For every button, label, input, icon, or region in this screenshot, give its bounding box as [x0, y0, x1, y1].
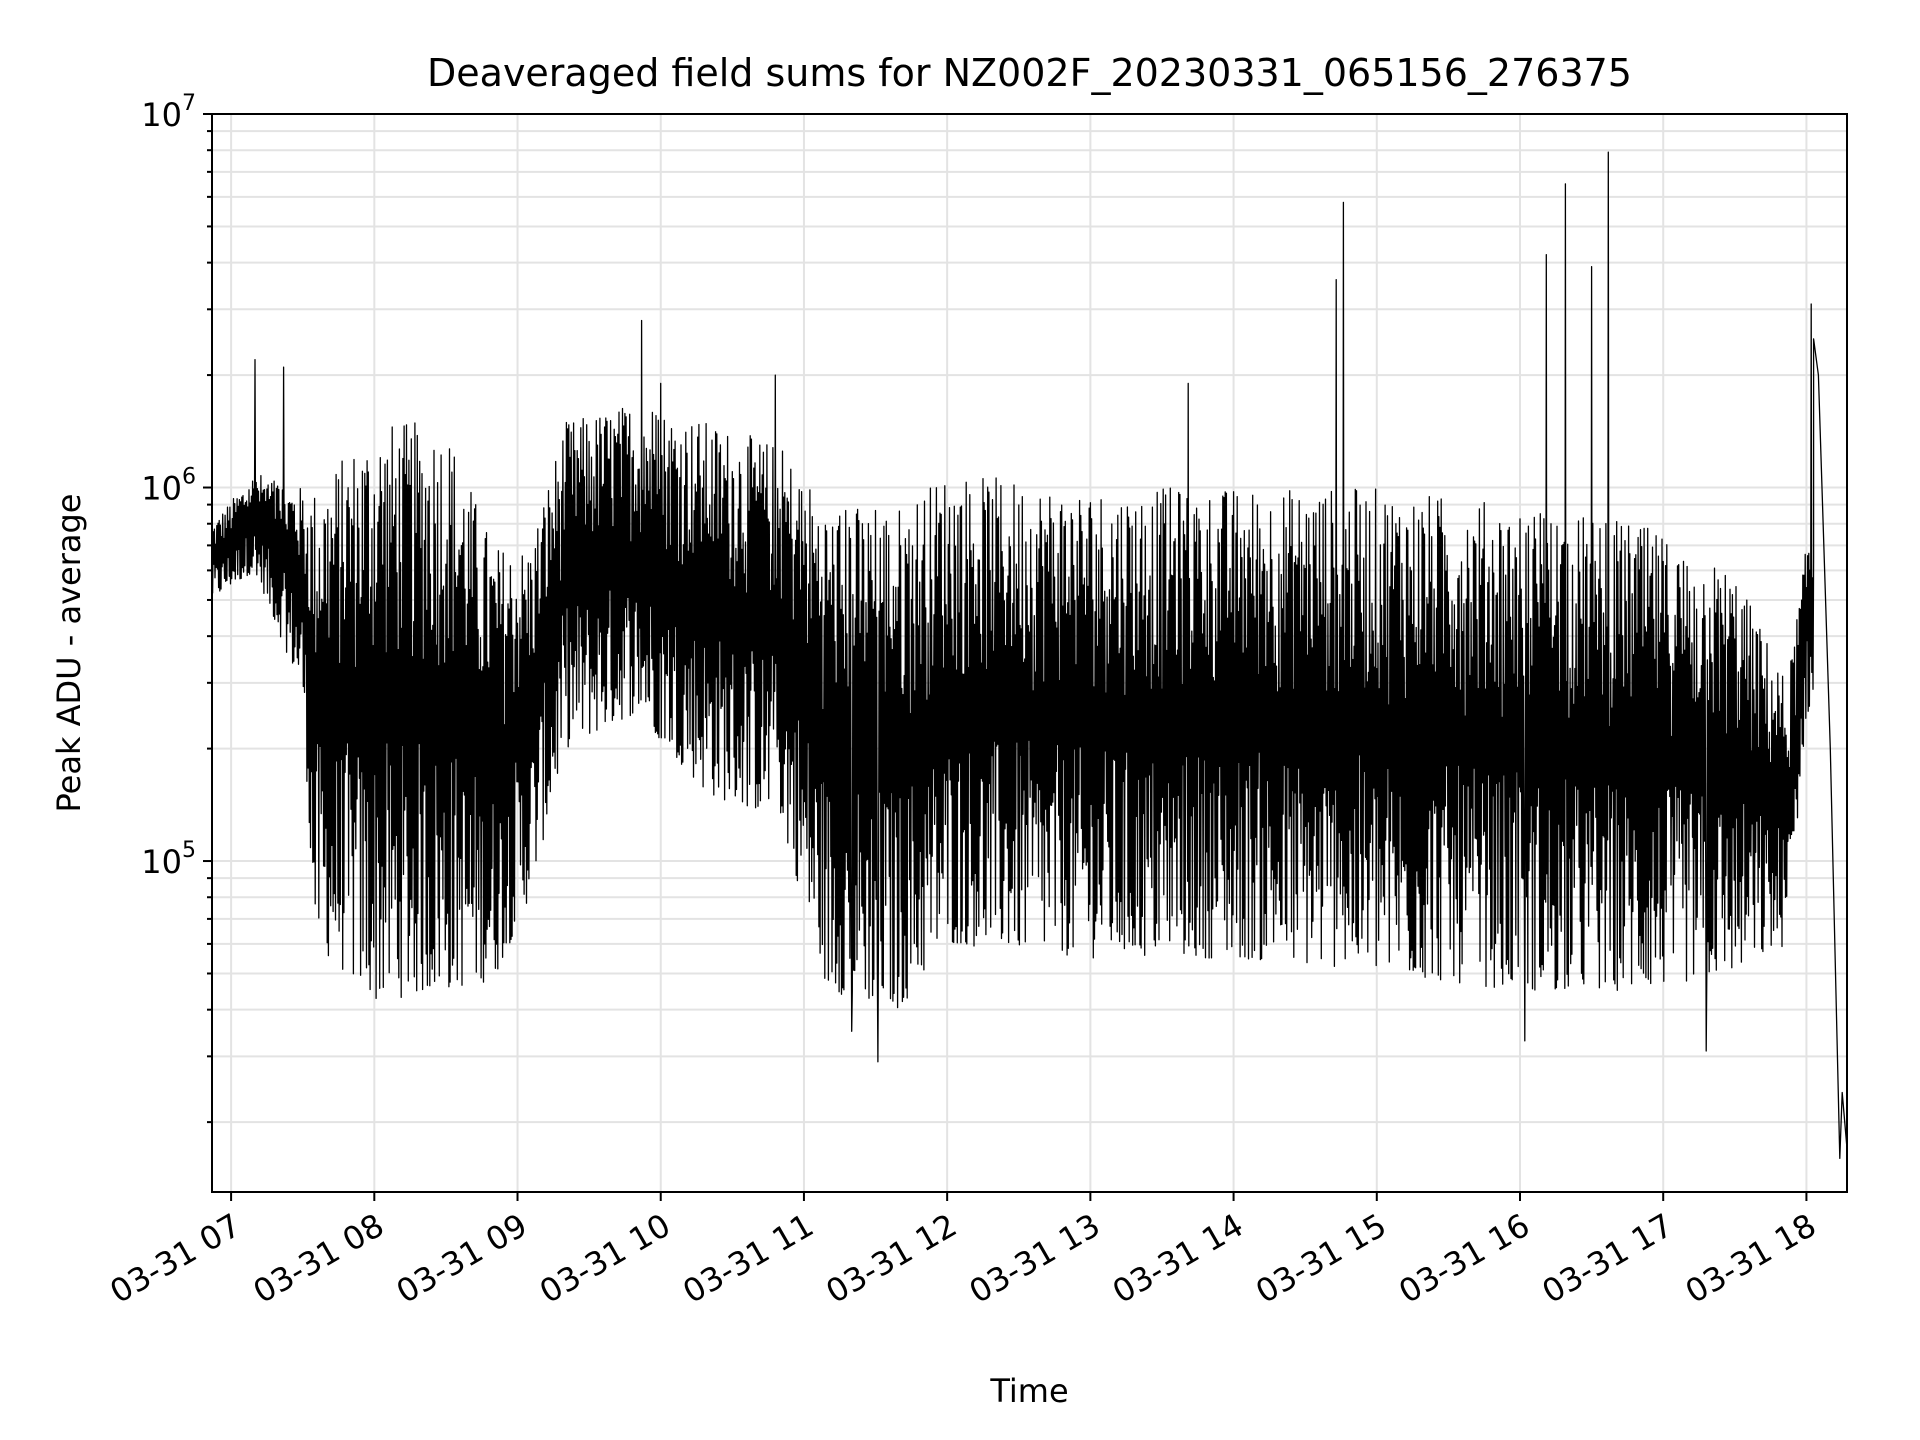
y-tick-exponent: 7 [182, 91, 196, 116]
x-tick-label: 03-31 14 [1106, 1206, 1250, 1311]
y-tick-exponent: 6 [182, 465, 196, 490]
chart-title: Deaveraged field sums for NZ002F_2023033… [427, 51, 1632, 95]
x-axis-label: Time [989, 1372, 1068, 1410]
y-tick-label: 105 [141, 838, 196, 881]
x-tick-label: 03-31 08 [247, 1206, 391, 1311]
x-tick-label: 03-31 18 [1679, 1206, 1823, 1311]
x-tick-label: 03-31 10 [533, 1206, 677, 1311]
x-tick-label: 03-31 07 [103, 1206, 247, 1311]
series-line [212, 151, 1847, 1159]
x-tick-label: 03-31 12 [820, 1206, 964, 1311]
x-tick-label: 03-31 11 [676, 1206, 820, 1311]
series-layer [212, 151, 1847, 1159]
y-tick-label: 107 [141, 91, 196, 134]
y-tick-base: 10 [141, 470, 182, 508]
y-tick-exponent: 5 [182, 838, 196, 863]
plot-frame [211, 113, 1848, 1193]
x-tick-label: 03-31 09 [390, 1206, 534, 1311]
x-tick-label: 03-31 17 [1536, 1206, 1680, 1311]
y-tick-base: 10 [141, 843, 182, 881]
x-tick-label: 03-31 16 [1392, 1206, 1536, 1311]
x-tick-label: 03-31 15 [1249, 1206, 1393, 1311]
y-axis-label: Peak ADU - average [50, 494, 88, 813]
x-tick-label: 03-31 13 [963, 1206, 1107, 1311]
y-tick-base: 10 [141, 96, 182, 134]
y-tick-label: 106 [141, 465, 196, 508]
